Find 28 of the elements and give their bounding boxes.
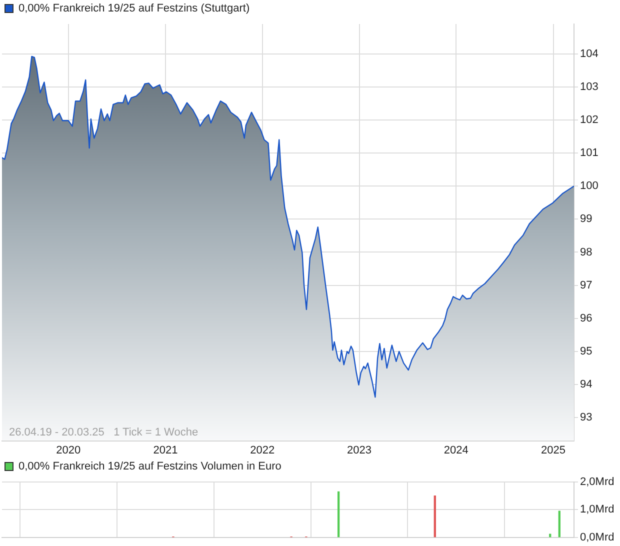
bar — [434, 496, 436, 538]
y-tick-label: 99 — [580, 213, 592, 226]
y-tick-label: 1,0Mrd — [580, 504, 614, 516]
x-tick-label: 2021 — [153, 444, 178, 456]
y-tick-label: 95 — [580, 346, 592, 358]
legend-label: 0,00% Frankreich 19/25 auf Festzins Volumen in Euro — [18, 460, 282, 473]
y-tick-label: 103 — [580, 80, 598, 93]
bar — [337, 491, 340, 538]
annotation: 26.04.19 - 20.03.25 1 Tick = 1 Woche — [9, 426, 198, 438]
bar — [549, 534, 552, 538]
x-tick-label: 2025 — [541, 444, 566, 456]
y-tick-label: 0,0Mrd — [580, 531, 614, 544]
y-tick-label: 101 — [580, 147, 598, 160]
y-tick-label: 98 — [580, 246, 592, 258]
x-tick-label: 2022 — [250, 444, 275, 456]
y-tick-label: 94 — [580, 378, 592, 391]
y-tick-label: 96 — [580, 312, 592, 324]
legend-label: 0,00% Frankreich 19/25 auf Festzins (Stuttgart) — [18, 2, 250, 15]
y-tick-label: 2,0Mrd — [580, 476, 614, 488]
bar — [558, 510, 560, 538]
x-tick-label: 2023 — [347, 444, 372, 456]
y-tick-label: 93 — [580, 412, 592, 424]
y-tick-label: 100 — [580, 180, 598, 192]
y-tick-label: 102 — [580, 114, 598, 126]
x-tick-label: 2020 — [56, 444, 81, 456]
y-tick-label: 97 — [580, 279, 592, 292]
y-tick-label: 104 — [580, 48, 598, 60]
x-tick-label: 2024 — [444, 444, 468, 456]
